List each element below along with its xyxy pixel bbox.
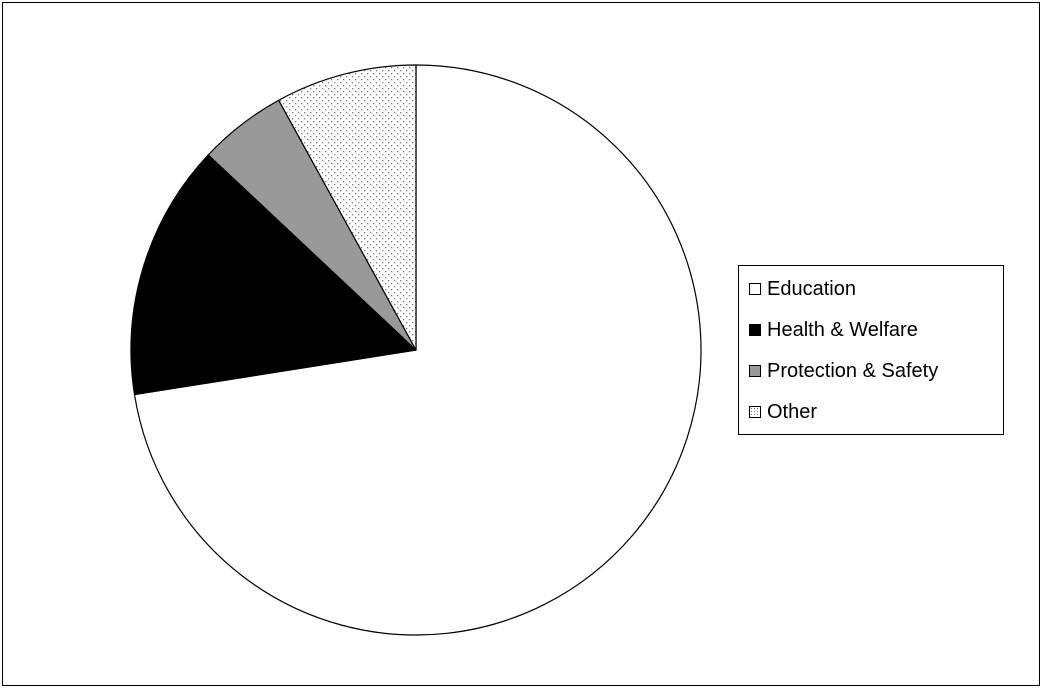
pie-chart bbox=[130, 64, 702, 636]
legend-item-protection-safety: Protection & Safety bbox=[749, 358, 938, 384]
legend: Education Health & Welfare Protection & … bbox=[738, 265, 1004, 435]
legend-swatch-education bbox=[749, 283, 761, 295]
legend-swatch-protection-safety bbox=[749, 365, 761, 377]
pie-slice-health-welfare bbox=[130, 154, 417, 396]
pie-slice-education bbox=[133, 64, 702, 636]
legend-item-other: Other bbox=[749, 399, 817, 425]
legend-swatch-health-welfare bbox=[749, 324, 761, 336]
legend-swatch-other bbox=[749, 406, 761, 418]
legend-label-protection-safety: Protection & Safety bbox=[767, 359, 939, 382]
legend-label-other: Other bbox=[767, 400, 818, 423]
legend-label-health-welfare: Health & Welfare bbox=[767, 318, 918, 341]
legend-label-education: Education bbox=[767, 277, 856, 300]
legend-item-education: Education bbox=[749, 276, 856, 302]
pie-slices bbox=[130, 64, 702, 636]
pie-slice-other bbox=[278, 64, 417, 351]
legend-item-health-welfare: Health & Welfare bbox=[749, 317, 918, 343]
